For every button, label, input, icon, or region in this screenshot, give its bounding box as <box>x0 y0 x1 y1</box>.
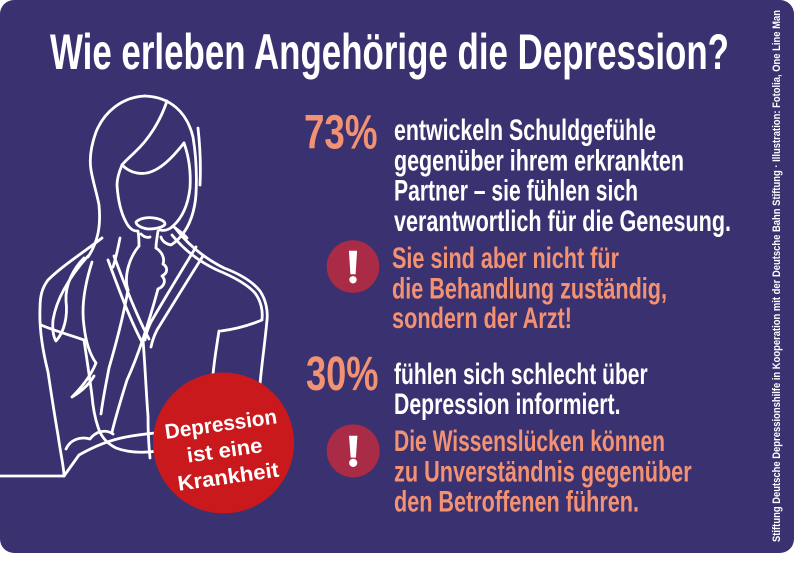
svg-text:zu Unverständnis gegenüber: zu Unverständnis gegenüber <box>394 455 692 488</box>
svg-text:entwickeln Schuldgefühle: entwickeln Schuldgefühle <box>394 114 656 147</box>
svg-text:den Betroffenen führen.: den Betroffenen führen. <box>394 485 639 518</box>
svg-text:sondern der Arzt!: sondern der Arzt! <box>392 302 572 335</box>
svg-text:verantwortlich für die Genesun: verantwortlich für die Genesung. <box>394 205 731 238</box>
svg-text:Depression informiert.: Depression informiert. <box>394 388 621 421</box>
svg-text:die Behandlung zuständig,: die Behandlung zuständig, <box>392 273 667 306</box>
svg-text:73%: 73% <box>304 107 378 160</box>
svg-text:Die Wissenslücken können: Die Wissenslücken können <box>394 425 665 458</box>
svg-text:Partner – sie fühlen sich: Partner – sie fühlen sich <box>394 175 638 208</box>
svg-text:Sie sind aber nicht für: Sie sind aber nicht für <box>392 242 619 275</box>
svg-text:fühlen sich schlecht über: fühlen sich schlecht über <box>394 358 648 391</box>
svg-text:Stiftung Deutsche Depressionsh: Stiftung Deutsche Depressionshilfe in Ko… <box>771 10 783 542</box>
svg-text:Wie erleben Angehörige die Dep: Wie erleben Angehörige die Depression? <box>50 24 729 80</box>
svg-text:30%: 30% <box>306 348 379 401</box>
svg-text:gegenüber ihrem erkrankten: gegenüber ihrem erkrankten <box>394 145 684 178</box>
